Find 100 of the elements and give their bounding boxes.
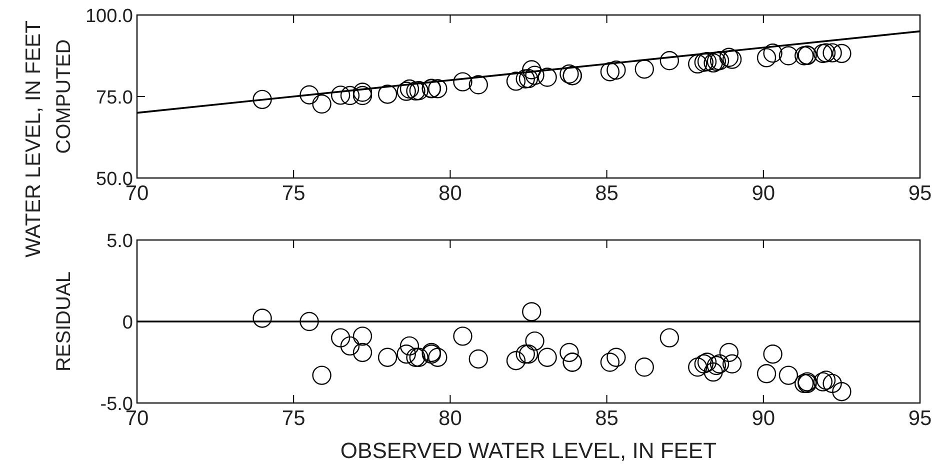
point [330,86,350,105]
point [756,48,776,68]
x-tick-label: 90 [752,407,776,430]
point [694,52,714,72]
point [525,66,544,85]
point [606,348,626,367]
point [634,60,654,79]
point [300,85,319,104]
point [400,336,420,356]
point [516,344,535,364]
point [406,81,426,101]
point [522,60,542,80]
point [794,46,814,66]
point [634,358,654,377]
point [660,51,680,70]
point [722,50,742,69]
point [710,354,730,374]
point [428,348,448,367]
point [522,302,542,322]
point [352,326,372,346]
point [600,62,620,82]
point [453,326,472,346]
y-axis-title: RESIDUAL [53,271,75,372]
point [396,82,416,101]
x-tick-label: 80 [438,182,462,205]
point [722,354,742,374]
point [378,348,398,367]
point [518,344,538,364]
point [406,348,426,367]
point [252,308,272,328]
point [312,94,332,114]
point [688,358,708,377]
point [352,342,372,362]
point [719,48,739,67]
point [763,344,782,364]
x-tick-label: 85 [595,407,618,430]
y-tick-label: 75.0 [96,88,133,108]
x-tick-label: 75 [282,407,306,430]
point [525,331,544,351]
point [710,51,730,70]
point [352,82,372,102]
point [694,354,714,374]
x-tick-label: 80 [438,407,462,430]
point [822,43,842,62]
point [453,72,472,92]
x-tick-label: 95 [908,182,932,205]
y-tick-label: 100.0 [85,6,133,27]
point [516,69,535,88]
x-tick-label: 85 [595,182,618,205]
point [538,348,557,367]
point [468,75,488,94]
point [704,362,723,382]
point [396,344,416,364]
point [794,374,814,394]
point [330,328,350,348]
point [560,64,579,84]
point [600,352,620,372]
point [704,53,723,73]
point [832,382,852,402]
point [560,342,579,362]
point [340,336,360,356]
point [518,68,538,88]
point [763,44,782,63]
point [706,52,726,71]
point [706,356,726,376]
point [468,349,488,369]
y-axis-title: COMPUTED [53,39,75,154]
point [697,52,717,72]
point [252,90,272,110]
point [822,374,842,394]
point [352,86,372,106]
x-tick-label: 95 [908,407,932,430]
point [832,44,852,64]
x-tick-label: 90 [752,182,776,205]
y-tick-label: 0 [122,312,133,334]
point [719,342,739,362]
text: WATER LEVEL, IN FEET [22,20,45,258]
point [340,86,360,106]
point [778,46,798,66]
point [816,370,836,390]
point [688,54,708,74]
x-axis-title: OBSERVED WATER LEVEL, IN FEET [340,438,717,463]
point [378,84,398,104]
point [778,366,798,385]
x-tick-label: 75 [282,182,306,205]
point [409,348,428,367]
point [756,364,776,384]
point [606,60,626,80]
y-tick-label: 5.0 [106,231,133,252]
point [506,351,526,370]
point [506,72,526,91]
point [409,81,428,100]
point [660,328,680,348]
point [813,372,833,392]
point [400,79,420,99]
point [312,366,332,385]
point [428,79,448,98]
point [538,68,557,87]
point [697,352,717,372]
point [300,312,319,332]
